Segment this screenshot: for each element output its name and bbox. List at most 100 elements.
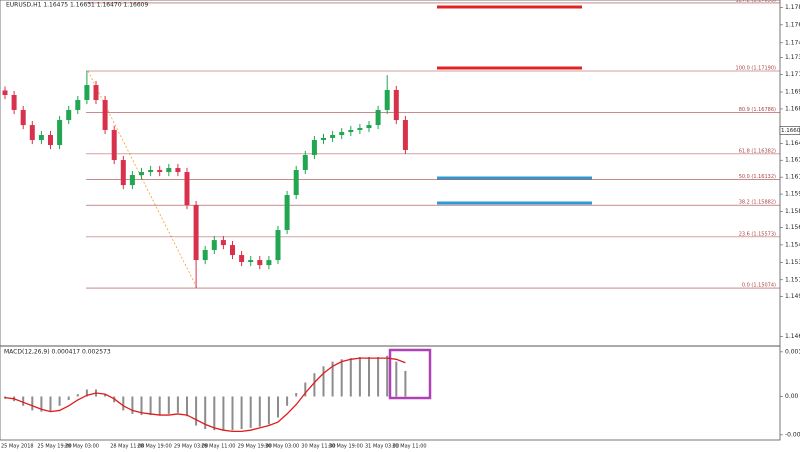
candle-body [230,245,235,256]
histogram-bar [140,396,143,416]
x-tick-label: 28 May 03:00 [65,444,99,450]
candle-body [175,168,181,173]
histogram-bar [40,396,43,412]
y-tick-label: 1.16485 [785,140,800,147]
candle-body [2,90,8,95]
histogram-bar [258,396,261,427]
histogram-bar [122,396,125,411]
histogram-bar [286,396,289,406]
signal-line [4,357,406,433]
y-tick-label: 1.17320 [785,54,800,61]
fib-label: 23.6 (1.15573) [739,231,776,237]
histogram-bar [49,396,52,412]
candle-body [321,137,326,141]
histogram-bar [131,396,134,414]
x-tick-label: 25 May 19:00 [37,444,71,450]
histogram-bar [213,396,216,431]
y-tick-label: 1.14990 [785,293,800,300]
histogram-bar [304,382,307,397]
candle-body [75,100,81,110]
y-tick-label: 1.17640 [785,21,800,28]
x-tick-label: 30 May 11:00 [301,444,335,450]
candle-body [148,169,154,173]
histogram-bar [85,389,88,397]
candle-body [11,94,17,110]
y-tick-label: 1.15665 [785,224,800,231]
histogram-bar [249,396,252,428]
histogram-bar [67,396,70,400]
y-tick-label: 0.00384 [785,348,800,355]
x-tick-label: 30 May 19:00 [329,444,363,450]
candle-body [330,135,336,138]
candle-body [184,172,190,206]
histogram-bar [4,396,6,399]
fib-label: 61.8 (1.16382) [739,148,776,154]
candle-body [166,168,172,173]
x-tick-label: 31 May 03:00 [365,444,399,450]
y-tick-label: 1.14600 [785,333,800,340]
y-tick-label: 1.15155 [785,276,800,283]
histogram-bar [76,394,79,397]
y-tick-label: 1.17465 [785,39,800,46]
histogram-bar [149,396,152,416]
fib-label: 38.2 (1.15882) [739,200,776,206]
fib-label: 100.0 (1.17190) [736,65,777,71]
y-tick-label: 1.15990 [785,191,800,198]
histogram-bar [186,396,188,417]
last-price-box [779,126,800,135]
x-tick-label: 31 May 11:00 [392,444,426,450]
y-tick-label: -0.00330 [785,431,800,438]
histogram-bar [331,361,334,397]
y-tick-label: 1.15820 [785,208,800,215]
x-tick-label: 29 May 03:00 [174,444,208,450]
histogram-bar [295,393,298,397]
candle-body [157,169,163,173]
candle-body [29,125,35,141]
candle-body [102,100,108,130]
x-tick-label: 28 May 19:00 [138,444,172,450]
fib-label: 0.0 (1.15074) [742,283,776,289]
candle-body [266,260,272,266]
y-tick-label: 1.15495 [785,241,800,248]
histogram-bar [322,366,325,397]
histogram-bar [31,396,34,411]
candle-body [139,172,144,176]
candle-body [93,85,99,101]
candle-body [239,255,245,263]
candle-body [248,260,254,263]
histogram-bar [395,361,398,397]
x-tick-label: 25 May 2018 [1,444,34,450]
candle-body [357,128,363,130]
histogram-bar [231,396,234,431]
candle-body [48,135,53,146]
y-tick-label: 1.16155 [785,174,800,181]
candle-body [293,169,299,196]
candle-body [302,155,308,170]
candle-body [220,240,226,246]
histogram-bar [240,396,243,430]
x-tick-label: 28 May 11:00 [110,444,144,450]
candle-body [393,89,399,121]
histogram-bar [368,356,370,397]
candle-body [375,109,381,126]
y-tick-label: 1.17810 [785,4,800,11]
x-tick-label: 29 May 19:00 [238,444,272,450]
candle-body [129,175,135,186]
candle-body [211,240,217,251]
histogram-bar [22,396,25,406]
x-tick-label: 30 May 03:00 [265,444,299,450]
histogram-bar [358,356,361,397]
candle-body [275,230,281,261]
histogram-bar [340,359,343,397]
highlight-box [388,348,432,400]
histogram-bar [195,396,198,426]
histogram-bar [222,396,225,431]
fib-label: 80.9 (1.16786) [739,107,776,113]
fib-label: 50.0 (1.16132) [739,174,776,180]
chart-title: EURUSD,H1 1.16475 1.16631 1.16470 1.1660… [6,2,148,9]
histogram-bar [167,396,170,414]
x-tick-label: 29 May 11:00 [201,444,235,450]
candle-body [57,120,63,146]
y-tick-label: 1.16820 [785,105,800,112]
